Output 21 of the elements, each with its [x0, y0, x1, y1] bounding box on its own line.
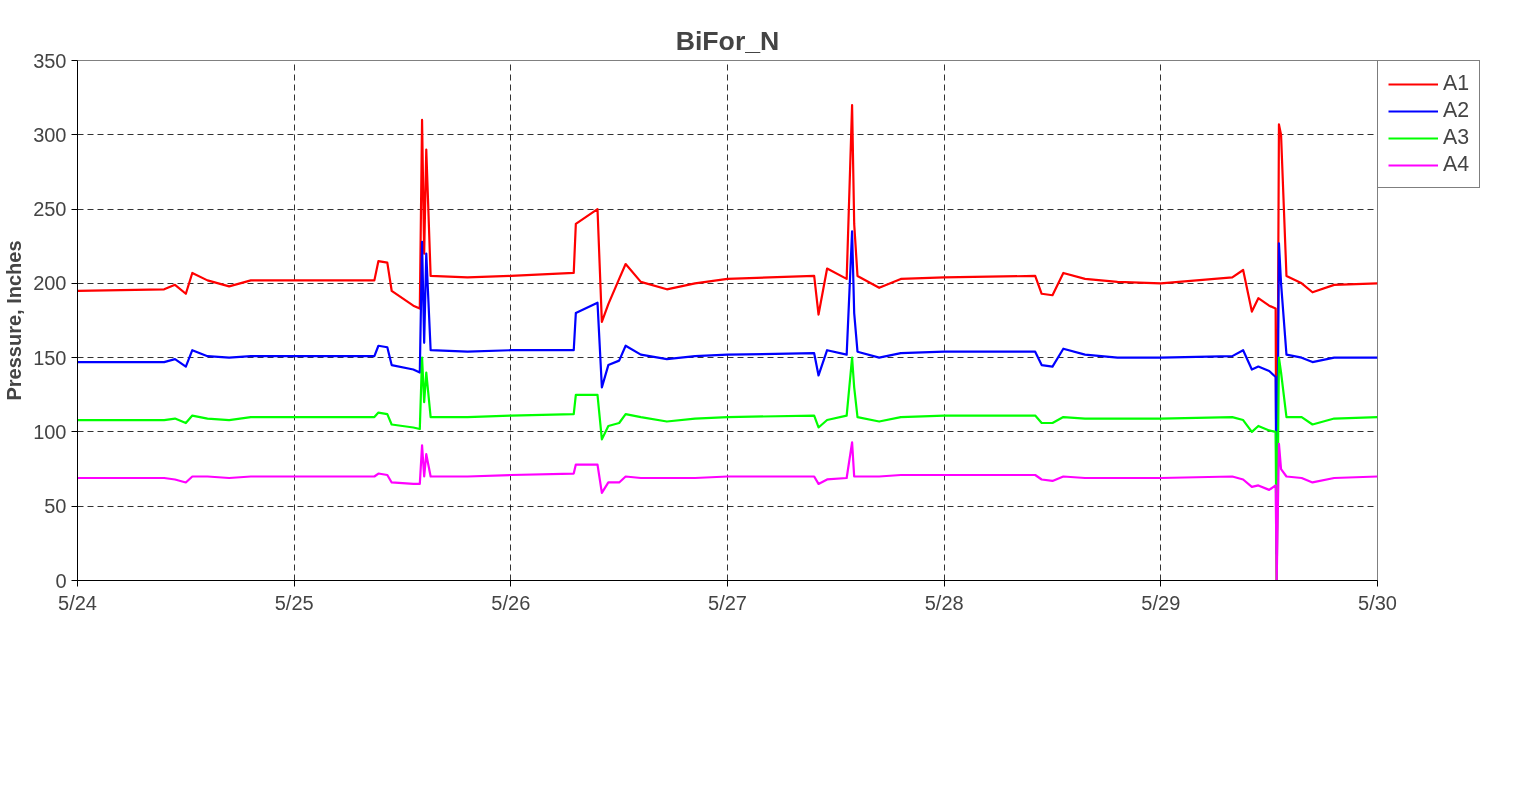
y-tick-label: 250: [33, 198, 67, 221]
x-tick-label: 5/25: [274, 591, 314, 614]
y-tick-label: 0: [55, 569, 67, 592]
legend-label: A1: [1443, 71, 1470, 96]
y-tick-label: 200: [33, 272, 67, 295]
y-tick-label: 50: [44, 495, 67, 518]
chart-title: BiFor_N: [675, 25, 780, 56]
legend-label: A3: [1443, 125, 1470, 150]
x-tick-label: 5/27: [708, 591, 747, 614]
x-tick-label: 5/30: [1358, 591, 1397, 614]
y-tick-label: 350: [33, 49, 67, 72]
y-tick-label: 300: [33, 123, 67, 146]
x-tick-label: 5/28: [924, 591, 964, 614]
x-tick-label: 5/24: [58, 591, 97, 614]
y-axis-title: Pressure, Inches: [3, 240, 26, 401]
legend-label: A2: [1443, 98, 1470, 123]
y-tick-label: 150: [33, 346, 67, 369]
x-tick-label: 5/29: [1141, 591, 1181, 614]
x-tick-label: 5/26: [491, 591, 531, 614]
y-tick-label: 100: [33, 420, 67, 443]
legend-label: A4: [1443, 152, 1470, 177]
